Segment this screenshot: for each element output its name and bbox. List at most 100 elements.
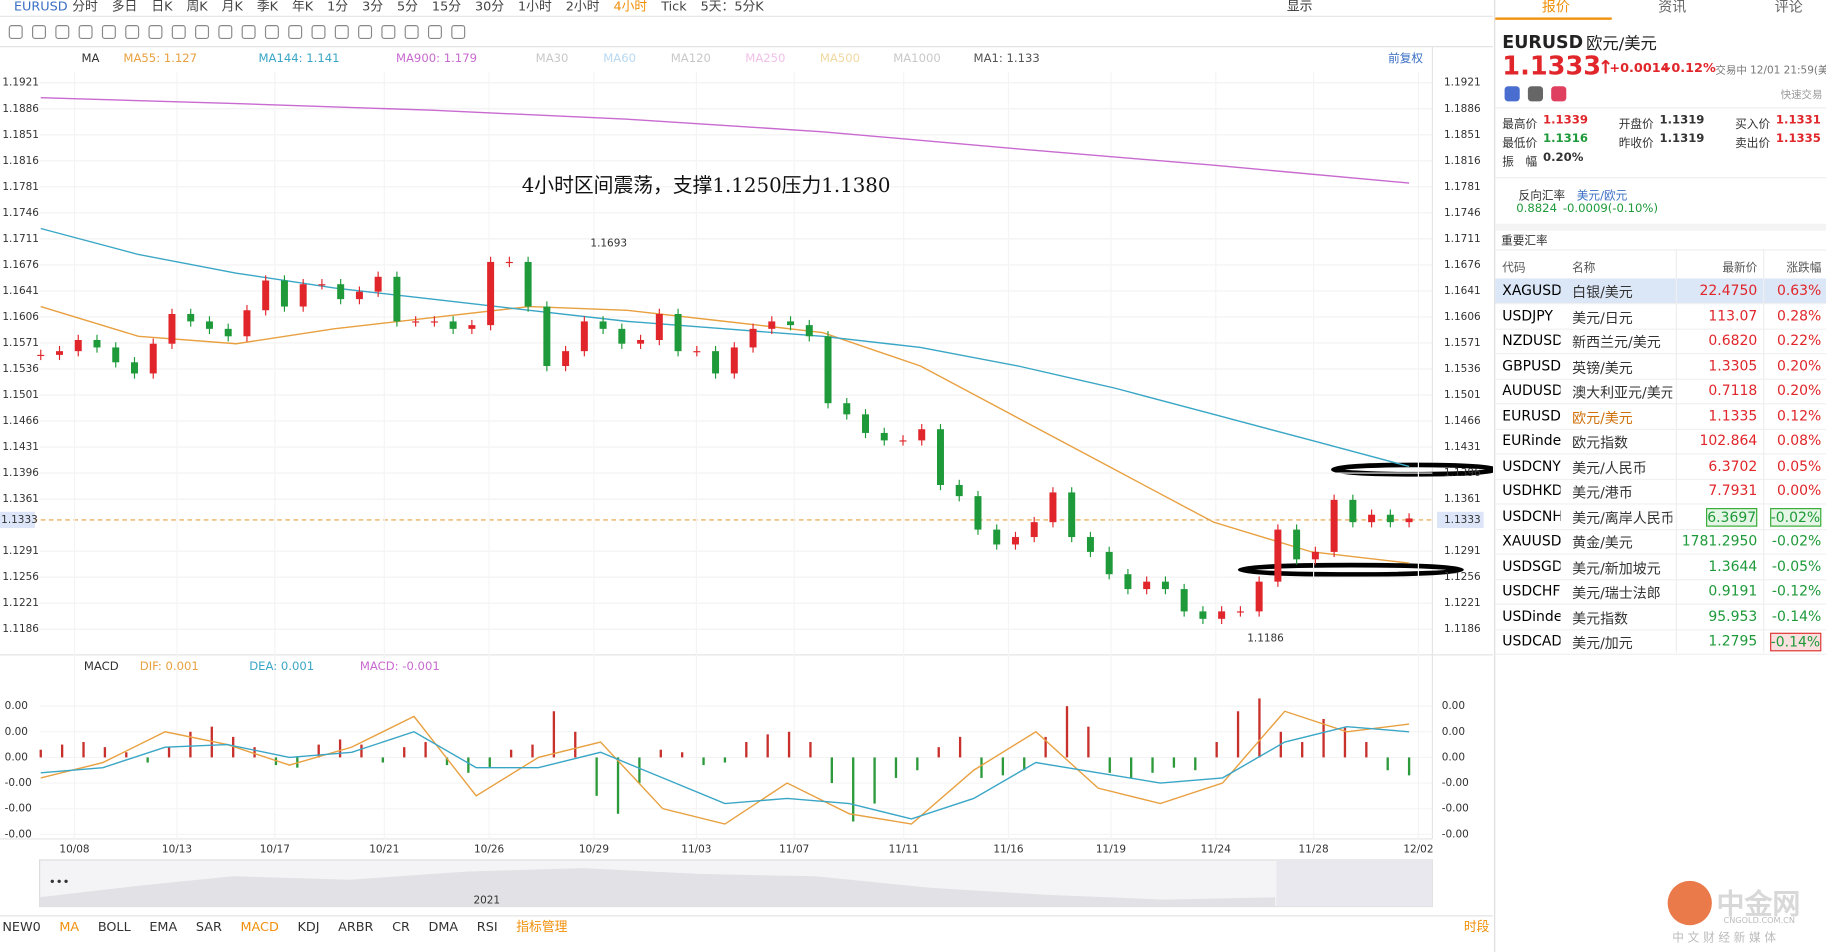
row-name: 英镑/美元: [1572, 359, 1633, 376]
brand: 中金网: [1716, 887, 1801, 921]
table-row[interactable]: GBPUSD 英镑/美元 1.3305 0.20%: [1495, 354, 1826, 380]
period-tab[interactable]: 季K: [257, 0, 279, 14]
period-tab[interactable]: 分时: [72, 0, 98, 14]
panel-tab: 资讯: [1658, 0, 1687, 16]
ma-line: [40, 96, 1410, 184]
current-price-box: [0, 511, 35, 529]
date-label: 11/16: [993, 843, 1023, 855]
table-row[interactable]: XAUUSD 黄金/美元 1781.2950 -0.02%: [1495, 529, 1826, 555]
period-tab[interactable]: 5天：5分K: [701, 0, 765, 14]
indicator-tab[interactable]: DMA: [429, 920, 459, 935]
table-row[interactable]: USDCAD 美元/加元 1.2795 -0.14%: [1495, 629, 1826, 655]
tool-icon[interactable]: [55, 25, 70, 40]
tool-icon[interactable]: [264, 25, 279, 40]
period-tab[interactable]: 1小时: [518, 0, 552, 14]
row-change: -0.05%: [1771, 557, 1822, 574]
tool-icon[interactable]: [311, 25, 326, 40]
candle-body: [580, 321, 588, 352]
indicator-tab[interactable]: RSI: [477, 920, 498, 935]
tool-icon[interactable]: [32, 25, 46, 40]
indicator-tab[interactable]: BOLL: [98, 920, 132, 935]
price-tick-left: 1.1431: [2, 441, 39, 453]
tool-icon[interactable]: [427, 25, 442, 40]
indicator-tab[interactable]: MACD: [240, 920, 278, 935]
period-tab[interactable]: 多日: [112, 0, 138, 14]
tool-icon[interactable]: [101, 25, 116, 40]
tool-icon[interactable]: [8, 25, 23, 40]
table-row[interactable]: EURindex 欧元指数 102.864 0.08%: [1495, 429, 1826, 455]
row-name: 美元/瑞士法郎: [1572, 584, 1661, 602]
table-row[interactable]: USDCNY 美元/人民币 6.3702 0.05%: [1495, 454, 1826, 480]
row-price: 1.3644: [1708, 557, 1758, 574]
table-row[interactable]: EURUSD 欧元/美元 1.1335 0.12%: [1495, 404, 1826, 430]
tool-icon[interactable]: [125, 25, 140, 40]
table-row[interactable]: USDCNH 美元/离岸人民币 6.3697 -0.02%: [1495, 504, 1826, 530]
indicator-tab[interactable]: ARBR: [338, 920, 373, 935]
candle-body: [805, 325, 813, 337]
tool-icon[interactable]: [288, 25, 303, 40]
period-tab[interactable]: Tick: [660, 0, 687, 14]
indicator-tab[interactable]: KDJ: [297, 920, 319, 935]
period-tab[interactable]: 周K: [186, 0, 208, 14]
indicator-tab[interactable]: CR: [392, 920, 410, 935]
tool-icon[interactable]: [218, 25, 233, 40]
date-label: 10/26: [474, 843, 504, 855]
table-row[interactable]: USDCHF 美元/瑞士法郎 0.9191 -0.12%: [1495, 579, 1826, 605]
table-row[interactable]: USDJPY 美元/日元 113.07 0.28%: [1495, 304, 1826, 330]
price-tick-right: 1.1851: [1444, 129, 1481, 141]
navigator-window[interactable]: [1276, 859, 1433, 907]
navigator-shape: [39, 868, 1276, 907]
arrow-up: ↑: [1597, 55, 1614, 79]
table-row[interactable]: USDHKD 美元/港币 7.7931 0.00%: [1495, 479, 1826, 505]
tool-icon[interactable]: [148, 25, 163, 40]
candle-body: [1368, 514, 1376, 523]
tool-icon[interactable]: [171, 25, 186, 40]
period-tab[interactable]: 年K: [292, 0, 314, 14]
price-tick-left: 1.1186: [2, 623, 39, 635]
display-menu[interactable]: 显示: [1287, 0, 1313, 14]
indicator-tab[interactable]: MA: [59, 920, 79, 935]
price-tick-right: 1.1816: [1444, 155, 1481, 167]
tool-icon[interactable]: [404, 25, 419, 40]
period-tab[interactable]: 15分: [432, 0, 461, 14]
tool-icon[interactable]: [241, 25, 256, 40]
table-row[interactable]: NZDUSD 新西兰元/美元 0.6820 0.22%: [1495, 329, 1826, 355]
indicator-tab[interactable]: 指标管理: [516, 920, 567, 935]
period-tab[interactable]: 30分: [475, 0, 504, 14]
table-row[interactable]: XAGUSD 白银/美元 22.4750 0.63%: [1495, 278, 1826, 305]
candle-body: [524, 261, 532, 307]
navigator-year: 2021: [473, 895, 500, 907]
tool-icon[interactable]: [358, 25, 373, 40]
tool-icon[interactable]: [78, 25, 93, 40]
table-row[interactable]: USDindex 美元指数 95.953 -0.14%: [1495, 604, 1826, 630]
tool-icon[interactable]: [334, 25, 349, 40]
macd-tick-right: 0.00: [1442, 700, 1465, 712]
indicator-tab[interactable]: NEW0: [2, 920, 40, 935]
indicator-tab[interactable]: SAR: [196, 920, 222, 935]
restore[interactable]: 前复权: [1388, 51, 1423, 65]
tool-icon[interactable]: [451, 25, 466, 40]
indicator-tab[interactable]: EMA: [149, 920, 177, 935]
candle-body: [280, 280, 288, 307]
table-row[interactable]: USDSGD 美元/新加坡元 1.3644 -0.05%: [1495, 554, 1826, 580]
logo-icon: [1667, 880, 1712, 926]
macd-tick-left: 0.00: [5, 700, 28, 712]
date-label: 11/11: [889, 843, 919, 855]
period-tab[interactable]: 3分: [362, 0, 383, 14]
period-tab[interactable]: 日K: [151, 0, 173, 14]
period-tab[interactable]: 5分: [397, 0, 418, 14]
period-tab[interactable]: 2小时: [566, 0, 600, 14]
period-tab[interactable]: 4小时: [613, 0, 647, 14]
candle-body: [843, 403, 851, 415]
candle-body: [693, 351, 701, 353]
period-tab[interactable]: 1分: [327, 0, 348, 14]
navigator-handle[interactable]: •••: [49, 875, 70, 889]
tool-icon[interactable]: [381, 25, 396, 40]
period-setting[interactable]: 时段: [1464, 920, 1490, 935]
table-row[interactable]: AUDUSD 澳大利亚元/美元 0.7118 0.20%: [1495, 379, 1826, 405]
reverse-change: -0.0009(-0.10%): [1562, 202, 1659, 216]
period-tab[interactable]: 月K: [222, 0, 244, 14]
tool-icon[interactable]: [195, 25, 210, 40]
stat-value: 1.1319: [1659, 132, 1705, 146]
candle-body: [936, 429, 944, 485]
